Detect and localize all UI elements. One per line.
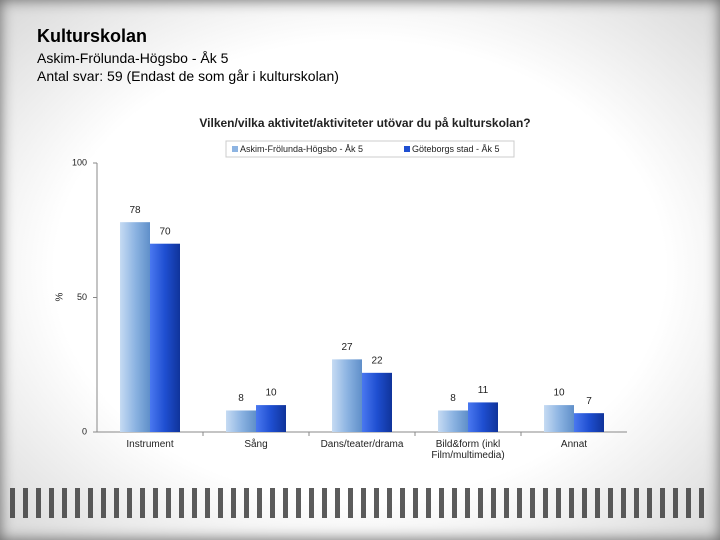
slide-note: Antal svar: 59 (Endast de som går i kult… bbox=[37, 68, 339, 84]
slide-title: Kulturskolan bbox=[37, 26, 148, 46]
bar bbox=[544, 405, 574, 432]
x-tick-label: Instrument bbox=[126, 439, 174, 450]
bar bbox=[468, 402, 498, 432]
x-tick-label: Bild&form (inkl Film/multimedia) bbox=[431, 439, 505, 461]
legend-box bbox=[225, 140, 515, 158]
value-label: 10 bbox=[265, 388, 277, 399]
value-label: 70 bbox=[159, 226, 171, 237]
y-axis-label: % bbox=[55, 292, 66, 301]
bar bbox=[362, 372, 392, 432]
value-label: 78 bbox=[129, 205, 141, 216]
bar bbox=[226, 410, 256, 432]
bar bbox=[150, 243, 180, 432]
slide-subtitle: Askim-Frölunda-Högsbo - Åk 5 bbox=[37, 50, 229, 66]
bar bbox=[574, 413, 604, 432]
bar bbox=[256, 405, 286, 432]
value-label: 27 bbox=[341, 342, 353, 353]
x-tick-label: Dans/teater/drama bbox=[320, 439, 404, 450]
y-tick-label: 50 bbox=[77, 292, 87, 302]
chart-title: Vilken/vilka aktivitet/aktiviteter utöva… bbox=[199, 116, 530, 130]
bar bbox=[120, 222, 150, 432]
x-tick-label: Annat bbox=[560, 439, 588, 450]
value-label: 8 bbox=[238, 393, 244, 404]
legend-label: Göteborgs stad - Åk 5 bbox=[412, 144, 500, 154]
legend-swatch bbox=[404, 146, 410, 152]
value-label: 10 bbox=[553, 388, 565, 399]
value-label: 11 bbox=[478, 385, 489, 396]
bar bbox=[438, 410, 468, 432]
bar bbox=[332, 359, 362, 432]
y-tick-label: 0 bbox=[82, 426, 87, 436]
y-tick-label: 100 bbox=[72, 157, 87, 167]
value-label: 22 bbox=[371, 355, 383, 366]
legend-label: Askim-Frölunda-Högsbo - Åk 5 bbox=[240, 144, 363, 154]
value-label: 8 bbox=[450, 393, 456, 404]
footer-decoration bbox=[10, 488, 710, 518]
x-tick-label: Sång bbox=[244, 439, 268, 450]
value-label: 7 bbox=[586, 396, 592, 407]
legend-swatch bbox=[232, 146, 238, 152]
